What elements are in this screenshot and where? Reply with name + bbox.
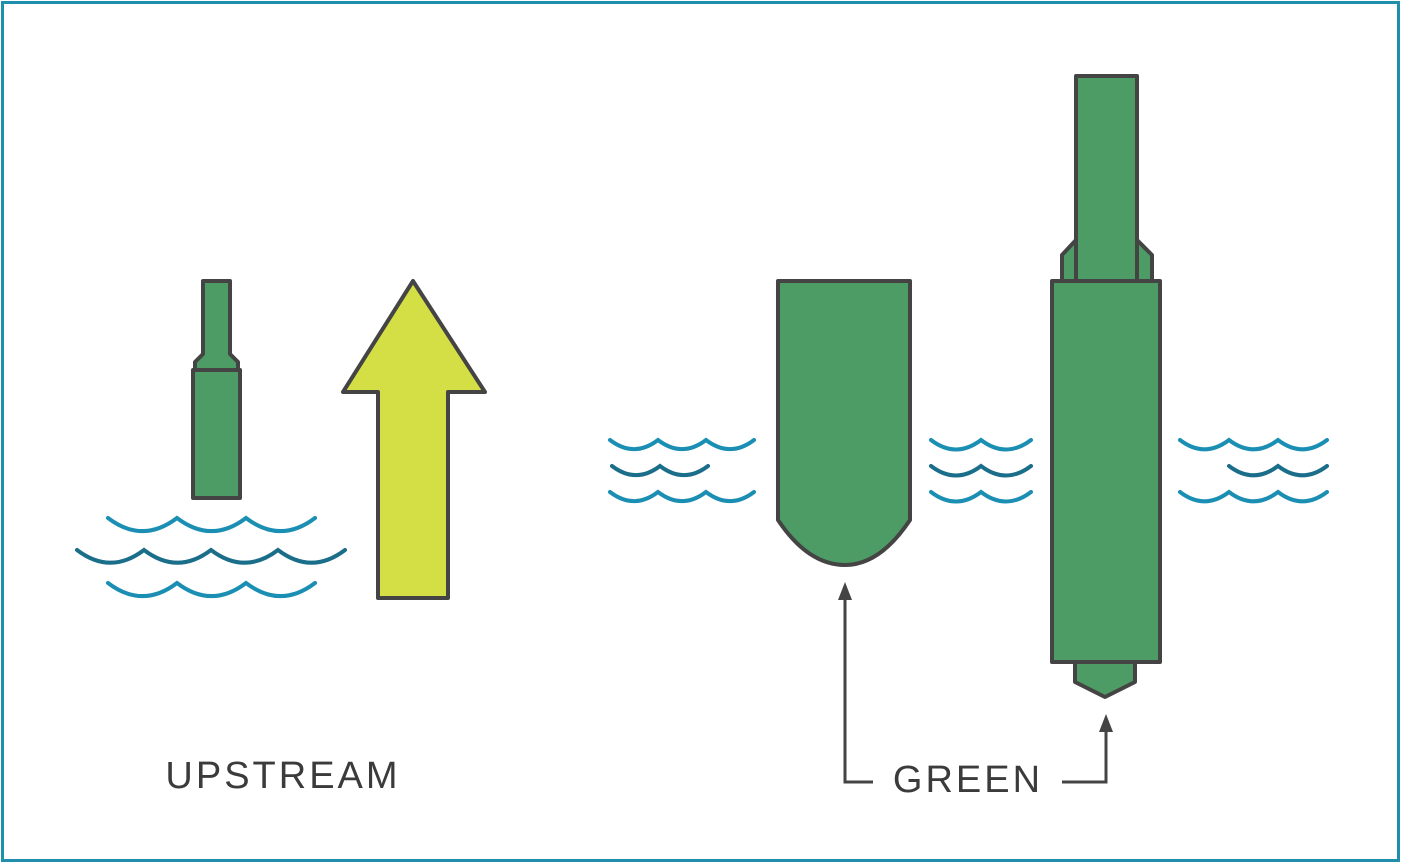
gauge-body [193,370,240,498]
tall-gauge-body [1052,281,1160,662]
diagram: UPSTREAM GREEN [0,0,1403,865]
float-body [778,281,910,565]
gauge-top [195,281,238,370]
green-label: GREEN [893,759,1043,801]
tall-gauge-top [1076,76,1137,281]
upstream-label: UPSTREAM [165,755,400,797]
